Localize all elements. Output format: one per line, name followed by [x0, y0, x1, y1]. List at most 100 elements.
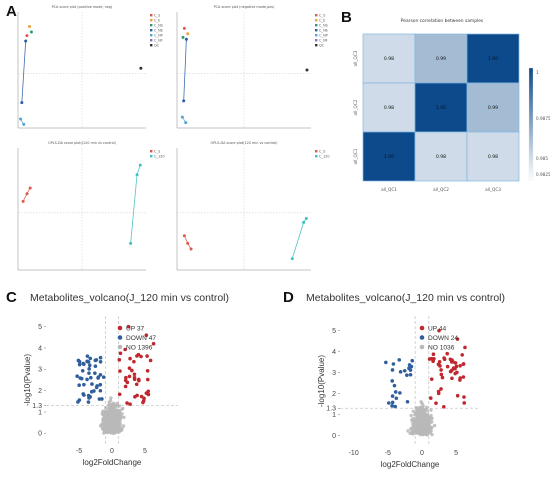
point-not-significant — [117, 404, 122, 408]
heatmap-value: 0.98 — [384, 56, 394, 62]
plot-title: PCA score plot (negative mode,pos) — [214, 5, 275, 9]
heatmap-cell — [414, 131, 468, 182]
point-down — [407, 363, 412, 367]
heatmap-value: 1.00 — [436, 105, 446, 111]
score-point — [29, 30, 33, 34]
point-up — [139, 354, 143, 359]
y-tick-label: 0 — [332, 433, 336, 440]
score-point — [186, 241, 190, 245]
x-tick-label: 5 — [143, 448, 147, 455]
point-down — [93, 364, 98, 369]
point-down — [393, 404, 398, 409]
legend-label: C_NS — [319, 23, 328, 27]
point-not-significant — [110, 418, 114, 422]
x-axis-label: log2FoldChange — [83, 458, 142, 467]
point-not-significant — [409, 413, 413, 418]
heatmap-cell — [466, 33, 520, 84]
volcano-title: Metabolites_volcano(J_120 min vs control… — [306, 292, 505, 304]
point-down — [77, 383, 81, 388]
y-tick-label: 1 — [38, 409, 42, 416]
point-down — [86, 393, 91, 398]
heatmap-cell — [414, 33, 468, 84]
point-up — [440, 375, 445, 380]
point-up — [441, 404, 446, 409]
point-not-significant — [108, 398, 113, 403]
score-point — [184, 121, 188, 125]
group-line — [21, 40, 27, 103]
point-not-significant — [410, 431, 414, 436]
score-point — [28, 186, 32, 190]
point-not-significant — [109, 396, 113, 400]
heatmap-value: 0.99 — [488, 105, 498, 111]
point-not-significant — [410, 418, 414, 422]
point-down — [94, 385, 99, 390]
legend-label: C_S — [319, 13, 325, 17]
legend-dot — [117, 344, 123, 350]
score-point — [25, 34, 29, 38]
point-not-significant — [413, 413, 417, 417]
point-down — [89, 375, 93, 380]
legend-dot — [419, 335, 425, 340]
point-up — [135, 393, 139, 398]
heatmap-value: 0.99 — [436, 56, 446, 62]
x-tick-label: 0 — [420, 450, 424, 457]
point-down — [86, 400, 91, 404]
panel-label-b: B — [341, 9, 352, 26]
plot-title: OPLS-DA score plot(120 min vs control) — [211, 141, 279, 145]
point-up — [434, 401, 438, 405]
y-tick-label: 4 — [38, 345, 42, 352]
y-tick-label: 3 — [332, 370, 336, 377]
legend-label: NO 1396 — [126, 344, 153, 351]
point-up — [436, 391, 441, 396]
point-up — [123, 347, 127, 352]
legend-swatch — [150, 34, 153, 37]
point-down — [77, 398, 82, 402]
point-down — [85, 359, 89, 364]
legend-swatch — [150, 150, 153, 153]
point-up — [427, 357, 432, 361]
point-up — [460, 353, 465, 357]
point-not-significant — [417, 406, 422, 411]
plot-title: PCA score plot (positive mode, neg) — [52, 5, 113, 9]
point-up — [132, 359, 136, 364]
point-not-significant — [425, 408, 429, 413]
score-point — [28, 25, 32, 28]
heatmap-y-label: all_QC3 — [353, 50, 358, 66]
point-not-significant — [120, 428, 124, 432]
point-not-significant — [423, 416, 427, 420]
legend-swatch — [315, 150, 318, 153]
point-up — [455, 393, 460, 398]
group-line — [183, 39, 187, 101]
point-down — [81, 361, 86, 366]
legend-label: UP 37 — [126, 325, 145, 332]
point-up — [132, 372, 137, 377]
point-up — [462, 395, 466, 399]
point-up — [136, 377, 141, 382]
point-not-significant — [418, 430, 423, 435]
point-up — [117, 392, 122, 397]
point-down — [98, 388, 103, 393]
legend-label: C_E — [319, 18, 325, 22]
score-point — [182, 99, 186, 103]
point-not-significant — [114, 408, 118, 413]
point-not-significant — [430, 432, 434, 437]
legend-label: NO 1036 — [428, 344, 455, 351]
score-point — [24, 39, 28, 43]
point-down — [394, 396, 399, 401]
x-axis-label: log2FoldChange — [381, 460, 440, 469]
point-down — [397, 358, 402, 362]
point-not-significant — [112, 401, 116, 405]
point-up — [438, 364, 442, 368]
point-down — [75, 374, 79, 378]
point-up — [151, 341, 156, 346]
point-not-significant — [113, 411, 117, 416]
point-up — [117, 358, 122, 362]
point-up — [144, 333, 149, 338]
point-up — [126, 324, 131, 329]
point-down — [384, 360, 388, 365]
point-not-significant — [419, 400, 423, 404]
heatmap-cell — [362, 82, 416, 133]
point-up — [127, 366, 132, 370]
point-not-significant — [425, 413, 429, 417]
legend-swatch — [150, 19, 153, 22]
